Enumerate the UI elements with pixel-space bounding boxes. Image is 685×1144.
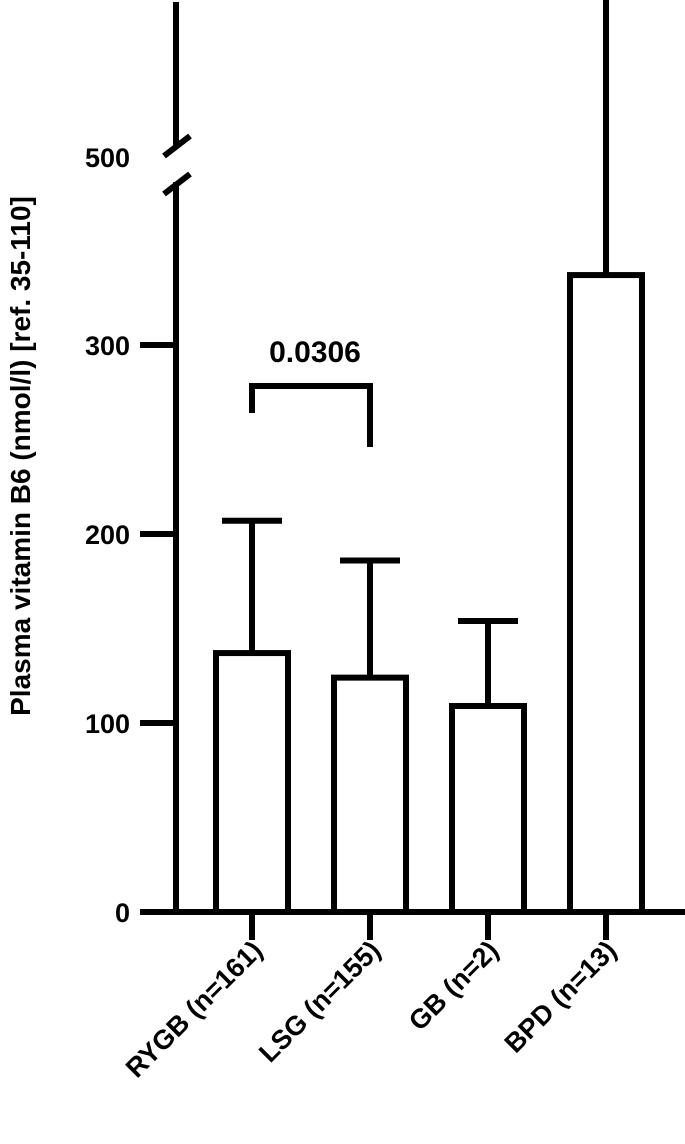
bar: [449, 702, 527, 915]
error-bars: [222, 0, 609, 706]
x-tick-label: BPD (n=13): [499, 935, 623, 1059]
bar: [567, 272, 645, 915]
bar: [331, 674, 409, 916]
significance-bracket: [249, 383, 373, 447]
significance-annotation: 0.0306: [249, 336, 373, 447]
y-tick-label: 500: [85, 143, 130, 173]
axis-break-mark: [162, 171, 192, 197]
y-tick-label: 100: [85, 709, 130, 739]
y-tick-label: 0: [115, 898, 130, 928]
axis-break-mark: [162, 133, 192, 159]
x-tick-label: GB (n=2): [403, 935, 504, 1036]
x-axis: RYGB (n=161)LSG (n=155) GB (n=2)BPD (n=13…: [120, 909, 685, 1083]
x-tick-label: RYGB (n=161): [120, 935, 268, 1083]
y-axis: [162, 2, 192, 915]
y-tick-label: 200: [85, 520, 130, 550]
y-tick-label: 300: [85, 331, 130, 361]
y-axis-label: Plasma vitamin B6 (nmol/l) [ref. 35-110]: [5, 196, 36, 716]
y-ticks: 0100200300500600: [85, 143, 176, 928]
bar: [213, 650, 291, 915]
p-value-label: 0.0306: [269, 336, 361, 369]
bars: [213, 272, 645, 916]
x-tick-label: LSG (n=155): [253, 935, 386, 1068]
